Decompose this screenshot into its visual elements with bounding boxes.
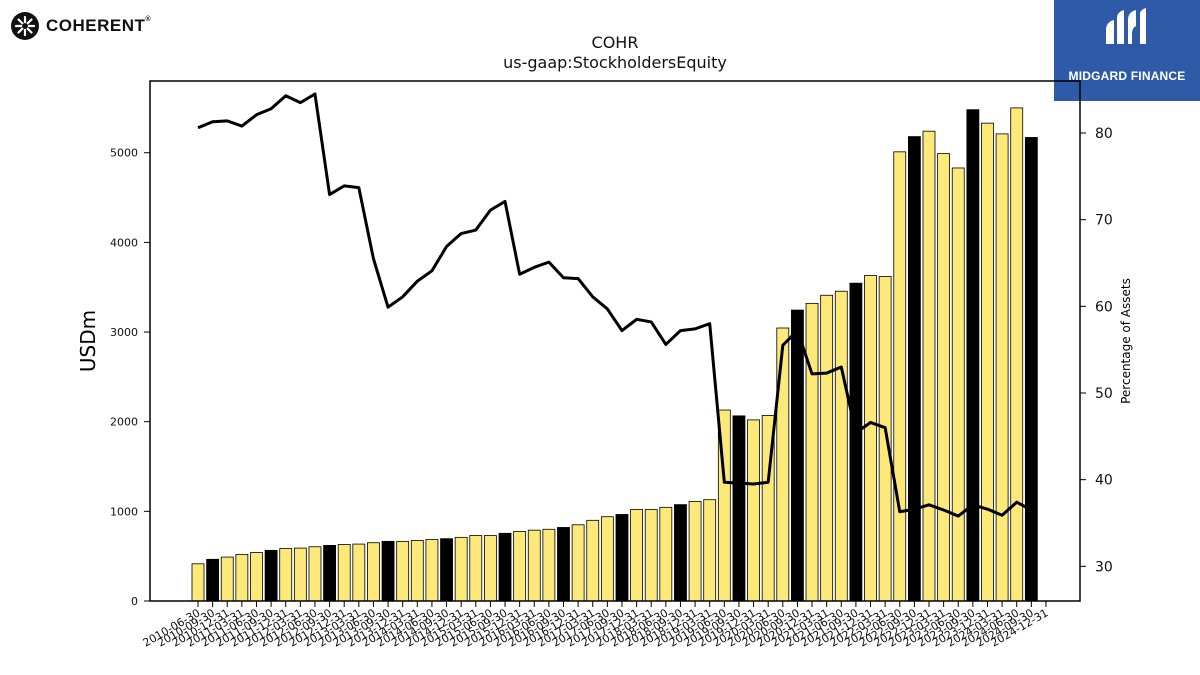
bar — [600, 516, 614, 602]
y-tick-label: 3000 — [110, 326, 138, 339]
y-axis-label: USDm — [76, 310, 100, 372]
bar — [659, 506, 673, 602]
bar — [864, 275, 877, 602]
bar — [250, 552, 263, 602]
bar — [1010, 107, 1024, 602]
bar — [454, 536, 468, 602]
chart-title: COHR — [592, 33, 639, 52]
y-tick-label: 2000 — [110, 416, 138, 429]
bar — [849, 282, 863, 602]
bar — [688, 501, 702, 602]
bar — [951, 167, 965, 602]
bar — [630, 509, 643, 602]
bar — [747, 419, 760, 602]
bar — [542, 528, 556, 602]
bar — [615, 514, 629, 602]
bar — [820, 294, 834, 602]
bar — [323, 545, 336, 602]
bar — [469, 535, 483, 602]
bar-series — [191, 107, 1038, 602]
bar — [235, 553, 249, 602]
y-right-tick-label: 40 — [1095, 473, 1113, 489]
bar — [922, 130, 936, 602]
bar — [483, 535, 497, 602]
bar — [937, 153, 951, 602]
y-right-tick-label: 80 — [1095, 126, 1113, 142]
bar — [293, 547, 307, 602]
bar — [981, 122, 994, 602]
bar — [557, 527, 570, 602]
bar — [966, 109, 980, 602]
bar — [878, 276, 892, 602]
bar — [498, 532, 512, 602]
y-right-tick-label: 60 — [1095, 299, 1113, 315]
y-right-tick-label: 30 — [1095, 559, 1113, 575]
bar — [571, 524, 585, 602]
bar — [776, 327, 790, 602]
bar — [220, 556, 234, 602]
coherent-logo-text: COHERENT® — [46, 16, 152, 35]
bar — [703, 499, 717, 602]
bar — [644, 509, 658, 602]
x-axis: 2010-06-302010-09-302010-12-312011-03-31… — [141, 601, 1050, 650]
y-axis-right: 30 40 50 60 70 80 — [1080, 126, 1113, 575]
bar — [527, 529, 541, 602]
plot-frame — [149, 80, 1081, 602]
bar — [396, 540, 410, 602]
bar — [586, 519, 600, 602]
chart-subtitle: us-gaap:StockholdersEquity — [503, 53, 727, 72]
y-right-tick-label: 70 — [1095, 213, 1113, 229]
y-tick-label: 4000 — [110, 236, 138, 249]
bar — [337, 544, 351, 602]
bar — [805, 302, 819, 602]
bar — [674, 504, 687, 602]
y-tick-label: 0 — [131, 595, 138, 608]
bar — [381, 540, 395, 602]
bar — [440, 538, 453, 602]
midgard-finance-text: MIDGARD FINANCE — [1068, 69, 1186, 83]
y-axis-left: 0 1000 2000 3000 4000 5000 — [110, 147, 150, 608]
coherent-logo-mark-icon — [11, 12, 39, 40]
bar — [206, 558, 220, 602]
bar — [191, 563, 205, 602]
y-tick-label: 1000 — [110, 505, 138, 518]
y-axis-right-label: Percentage of Assets — [1119, 278, 1133, 404]
bar — [893, 151, 907, 602]
bar — [367, 542, 380, 602]
bar — [513, 531, 527, 602]
y-tick-label: 5000 — [110, 147, 138, 160]
bar — [1024, 137, 1038, 602]
bar — [907, 136, 921, 602]
midgard-finance-mark-icon — [1106, 8, 1146, 44]
bar — [425, 539, 439, 602]
bar — [410, 540, 424, 602]
bar — [791, 309, 804, 602]
bar — [732, 415, 746, 602]
bar — [352, 543, 366, 602]
bar — [308, 546, 322, 602]
bar — [264, 549, 278, 602]
coherent-logo: COHERENT® — [10, 10, 151, 42]
bar — [279, 548, 293, 602]
percentage-of-assets-line — [197, 92, 1033, 518]
y-right-tick-label: 50 — [1095, 386, 1113, 402]
bar — [995, 133, 1009, 602]
midgard-finance-logo: MIDGARD FINANCE — [1054, 0, 1200, 101]
bar — [834, 290, 848, 602]
